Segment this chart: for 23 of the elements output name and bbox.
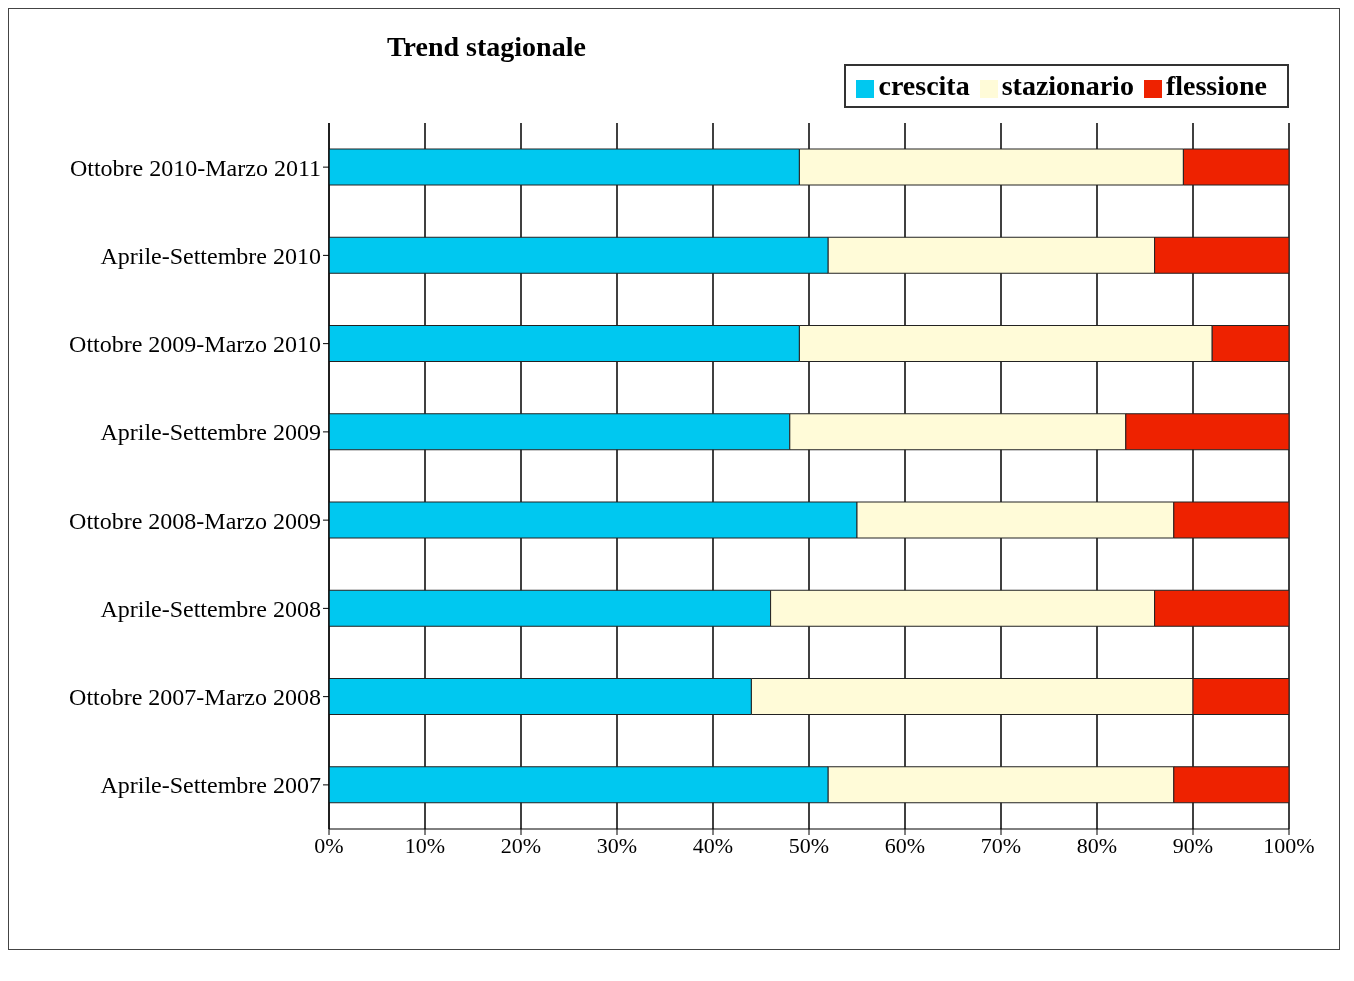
x-tick-label: 40% <box>692 832 734 858</box>
x-tick-label: 50% <box>788 832 830 858</box>
x-tick-label: 80% <box>1076 832 1118 858</box>
x-tick-label: 70% <box>980 832 1022 858</box>
x-tick-label: 90% <box>1172 832 1214 858</box>
chart-title: Trend stagionale <box>387 31 586 63</box>
x-tick-label: 0% <box>314 832 344 858</box>
y-tick-label: Aprile-Settembre 2008 <box>100 595 321 622</box>
x-tick-label: 20% <box>500 832 542 858</box>
y-tick-label: Aprile-Settembre 2010 <box>100 242 321 269</box>
x-tick-label: 100% <box>1263 832 1315 858</box>
y-tick-label: Aprile-Settembre 2007 <box>100 772 321 799</box>
y-tick-label: Ottobre 2007-Marzo 2008 <box>69 684 321 711</box>
legend-label: crescita <box>878 70 970 101</box>
y-tick-label: Ottobre 2008-Marzo 2009 <box>69 507 321 534</box>
x-tick-label: 10% <box>404 832 446 858</box>
legend-label: flessione <box>1165 70 1267 101</box>
y-tick-label: Ottobre 2009-Marzo 2010 <box>69 331 321 358</box>
y-tick-label: Ottobre 2010-Marzo 2011 <box>69 154 321 181</box>
legend-label: stazionario <box>1001 70 1134 101</box>
x-tick-label: 60% <box>884 832 926 858</box>
x-tick-label: 30% <box>596 832 638 858</box>
y-tick-label: Aprile-Settembre 2009 <box>100 419 321 446</box>
